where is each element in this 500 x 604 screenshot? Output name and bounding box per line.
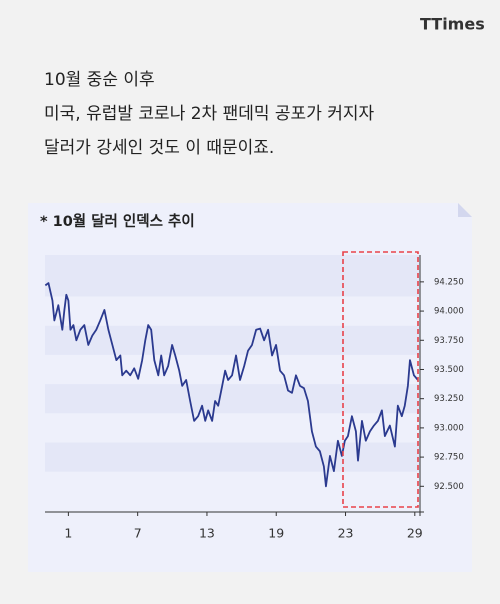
highlight-box <box>342 251 419 508</box>
y-tick-label: 93.750 <box>434 336 464 346</box>
plot: 92.500 92.750 93.000 93.250 93.500 93.750 94.0… <box>44 255 464 541</box>
y-tick-label: 94.000 <box>434 307 464 317</box>
grid-band <box>45 442 420 472</box>
grid-band <box>45 384 420 414</box>
intro-line: 미국, 유럽발 코로나 2차 팬데믹 공포가 커지자 <box>44 104 375 124</box>
card-fold <box>458 203 472 217</box>
grid-band <box>45 413 420 443</box>
y-tick-label: 93.500 <box>434 365 464 375</box>
y-tick-label: 92.500 <box>434 482 464 492</box>
intro-line: 달러가 강세인 것도 이 때문이죠. <box>44 138 274 158</box>
x-tick-label: 19 <box>268 526 284 541</box>
x-tick-label: 29 <box>407 526 423 541</box>
x-tick-label: 1 <box>64 526 72 541</box>
grid-band <box>45 255 420 297</box>
y-tick-label: 93.250 <box>434 394 464 404</box>
logo: TTimes <box>420 15 485 34</box>
x-tick-label: 7 <box>134 526 142 541</box>
grid-band <box>45 325 420 355</box>
x-tick-label: 13 <box>199 526 215 541</box>
x-tick-label: 23 <box>338 526 354 541</box>
intro-line: 10월 중순 이후 <box>44 70 155 90</box>
grid-band <box>45 471 420 512</box>
line <box>44 282 419 488</box>
chart-title: * 10월 달러 인덱스 추이 <box>40 212 195 230</box>
grid-band <box>45 296 420 326</box>
y-tick-label: 94.250 <box>434 277 464 287</box>
y-tick-label: 92.750 <box>434 453 464 463</box>
y-tick-label: 93.000 <box>434 423 464 433</box>
